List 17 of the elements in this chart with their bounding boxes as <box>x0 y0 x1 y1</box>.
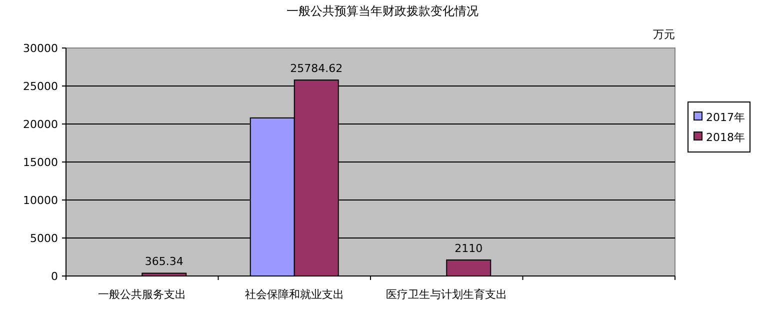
y-axis-title: 万元 <box>653 28 675 41</box>
legend-label: 2018年 <box>706 131 745 144</box>
x-tick-label: 医疗卫生与计划生育支出 <box>386 288 508 301</box>
data-label: 25784.62 <box>290 62 343 76</box>
y-tick-label: 5000 <box>30 232 58 245</box>
y-tick-label: 30000 <box>23 42 58 55</box>
y-tick-label: 20000 <box>23 118 58 131</box>
data-label: 2110 <box>454 242 483 255</box>
x-tick-label: 一般公共服务支出 <box>98 288 186 301</box>
chart-title: 一般公共预算当年财政拨款变化情况 <box>286 4 478 18</box>
y-tick-label: 25000 <box>23 80 58 93</box>
legend-label: 2017年 <box>706 111 745 124</box>
data-label: 365.34 <box>144 255 184 268</box>
y-tick-label: 10000 <box>23 194 58 207</box>
x-tick-label: 社会保障和就业支出 <box>244 288 344 301</box>
y-tick-label: 0 <box>51 270 58 283</box>
y-tick-label: 15000 <box>23 156 58 169</box>
